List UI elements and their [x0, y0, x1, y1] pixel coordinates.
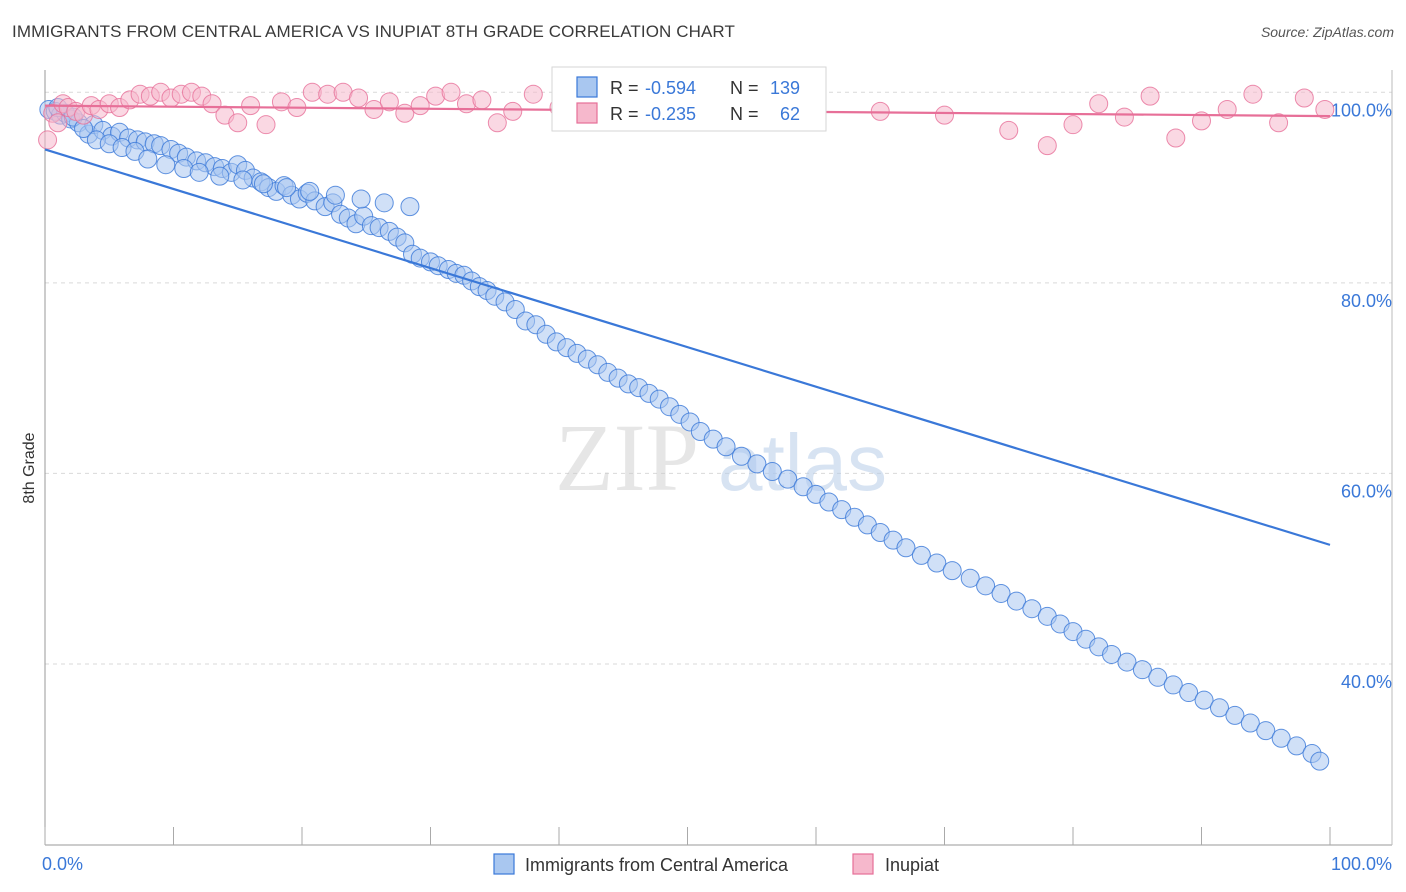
bottom-legend: Immigrants from Central America Inupiat: [493, 853, 939, 875]
blue-point-97: [991, 583, 1011, 603]
watermark: ZIP atlas: [555, 404, 887, 511]
axes: 100.0% 80.0% 60.0% 40.0% 0.0% 100.0%: [42, 70, 1393, 874]
stats-r-label-1: R =: [610, 78, 639, 98]
pink-point-0: [38, 130, 58, 150]
pink-point-52: [1089, 94, 1109, 114]
blue-point-79: [731, 446, 751, 466]
stats-legend-box: [551, 66, 827, 132]
pink-point-33: [410, 96, 430, 116]
pink-point-58: [1243, 84, 1263, 104]
pink-point-56: [1192, 111, 1211, 131]
blue-point-78: [716, 437, 736, 457]
pink-point-35: [441, 82, 461, 102]
y-axis-title: 8th Grade: [21, 432, 38, 503]
pink-point-29: [349, 88, 369, 108]
pink-point-54: [1140, 86, 1160, 106]
blue-point-139: [400, 197, 420, 217]
blue-point-105: [1102, 644, 1122, 664]
blue-point-111: [1194, 690, 1214, 710]
stats-r-value-2: -0.235: [645, 104, 696, 124]
stats-n-value-1: 139: [770, 78, 800, 98]
blue-point-127: [138, 149, 158, 169]
x-tick-label-0: 0.0%: [42, 854, 83, 874]
pink-point-49: [999, 120, 1019, 140]
stats-n-value-2: 62: [780, 104, 800, 124]
blue-point-81: [762, 462, 782, 482]
pink-point-40: [523, 84, 543, 104]
pink-point-48: [935, 105, 954, 125]
stats-swatch-blue: [576, 76, 598, 98]
legend-label-blue: Immigrants from Central America: [525, 855, 789, 875]
stats-n-label-2: N =: [730, 104, 759, 124]
stats-n-label-1: N =: [730, 78, 759, 98]
blue-point-110: [1179, 683, 1199, 703]
pink-point-19: [202, 94, 222, 114]
pink-point-23: [256, 115, 276, 135]
blue-point-134: [277, 178, 297, 198]
pink-point-50: [1037, 136, 1057, 156]
stats-legend: R = -0.594 N = 139 R = -0.235 N = 62: [551, 66, 827, 132]
blue-point-95: [960, 568, 980, 588]
pink-point-2: [48, 113, 68, 133]
blue-point-109: [1163, 675, 1183, 695]
blue-point-93: [927, 553, 947, 573]
x-tick-label-1: 100.0%: [1331, 854, 1392, 874]
legend-swatch-blue: [493, 853, 515, 875]
pink-point-51: [1063, 115, 1083, 135]
blue-point-113: [1225, 705, 1245, 725]
pink-point-21: [228, 113, 248, 133]
blue-point-138: [374, 193, 394, 213]
blue-point-132: [233, 170, 253, 190]
pink-point-37: [472, 90, 492, 110]
stats-r-label-2: R =: [610, 104, 639, 124]
blue-point-106: [1117, 652, 1137, 672]
blue-point-99: [1022, 599, 1042, 619]
pink-point-31: [379, 92, 399, 112]
stats-swatch-pink: [576, 102, 598, 124]
y-tick-label-0: 100.0%: [1331, 100, 1392, 120]
pink-point-61: [1315, 99, 1335, 119]
blue-point-80: [747, 454, 767, 474]
blue-point-136: [325, 185, 345, 205]
chart-title: IMMIGRANTS FROM CENTRAL AMERICA VS INUPI…: [12, 22, 735, 41]
blue-point-96: [976, 576, 996, 596]
pink-point-22: [241, 96, 261, 116]
blue-point-130: [189, 162, 209, 182]
blue-point-94: [942, 561, 962, 581]
pink-point-39: [503, 101, 523, 121]
blue-point-91: [896, 538, 916, 558]
y-tick-label-1: 80.0%: [1341, 291, 1392, 311]
blue-trend-line: [44, 148, 1331, 546]
blue-point-114: [1240, 713, 1260, 733]
pink-point-59: [1269, 113, 1289, 133]
pink-point-57: [1217, 99, 1237, 119]
blue-point-92: [911, 545, 931, 565]
blue-point-133: [253, 174, 273, 194]
legend-label-pink: Inupiat: [885, 855, 939, 875]
y-tick-label-3: 40.0%: [1341, 672, 1392, 692]
source-label: Source: ZipAtlas.com: [1260, 24, 1394, 40]
blue-point-115: [1256, 721, 1276, 741]
stats-r-value-1: -0.594: [645, 78, 696, 98]
blue-point-82: [778, 469, 798, 489]
blue-point-98: [1006, 591, 1026, 611]
blue-point-107: [1132, 660, 1152, 680]
blue-point-117: [1287, 736, 1307, 756]
pink-point-60: [1294, 88, 1314, 108]
blue-point-128: [156, 155, 176, 175]
pink-point-38: [487, 113, 507, 133]
legend-swatch-pink: [852, 853, 874, 875]
blue-point-119: [1310, 751, 1330, 771]
blue-point-135: [300, 181, 320, 201]
pink-point-53: [1114, 107, 1134, 127]
series-immigrants-points: [39, 98, 1330, 771]
blue-point-116: [1271, 728, 1291, 748]
blue-point-131: [210, 166, 230, 186]
blue-point-137: [351, 189, 371, 209]
blue-point-108: [1148, 667, 1168, 687]
pink-point-55: [1166, 128, 1186, 148]
y-tick-label-2: 60.0%: [1341, 481, 1392, 501]
blue-point-112: [1209, 698, 1229, 718]
